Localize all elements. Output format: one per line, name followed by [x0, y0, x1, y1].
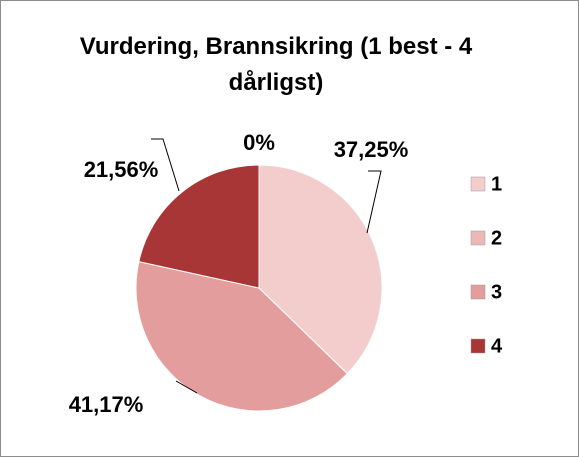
leader-line [366, 170, 382, 234]
pie-slice [138, 164, 260, 289]
data-label: 37,25% [334, 137, 409, 162]
legend-label: 2 [491, 227, 502, 249]
data-label: 41,17% [69, 392, 144, 417]
legend-swatch [470, 338, 486, 354]
chart-title: Vurdering, Brannsikring (1 best - 4 dårl… [79, 33, 473, 96]
legend-label: 1 [491, 173, 502, 195]
leader-line [175, 380, 198, 394]
legend-label: 4 [491, 335, 503, 357]
leader-line [151, 138, 180, 192]
legend-swatch [470, 284, 486, 300]
data-label: 21,56% [84, 157, 159, 182]
legend-swatch [470, 230, 486, 246]
data-label: 0% [243, 130, 275, 155]
pie-slice [258, 164, 383, 375]
pie-slice [135, 261, 348, 412]
legend-swatch [470, 176, 486, 192]
legend-label: 3 [491, 281, 502, 303]
